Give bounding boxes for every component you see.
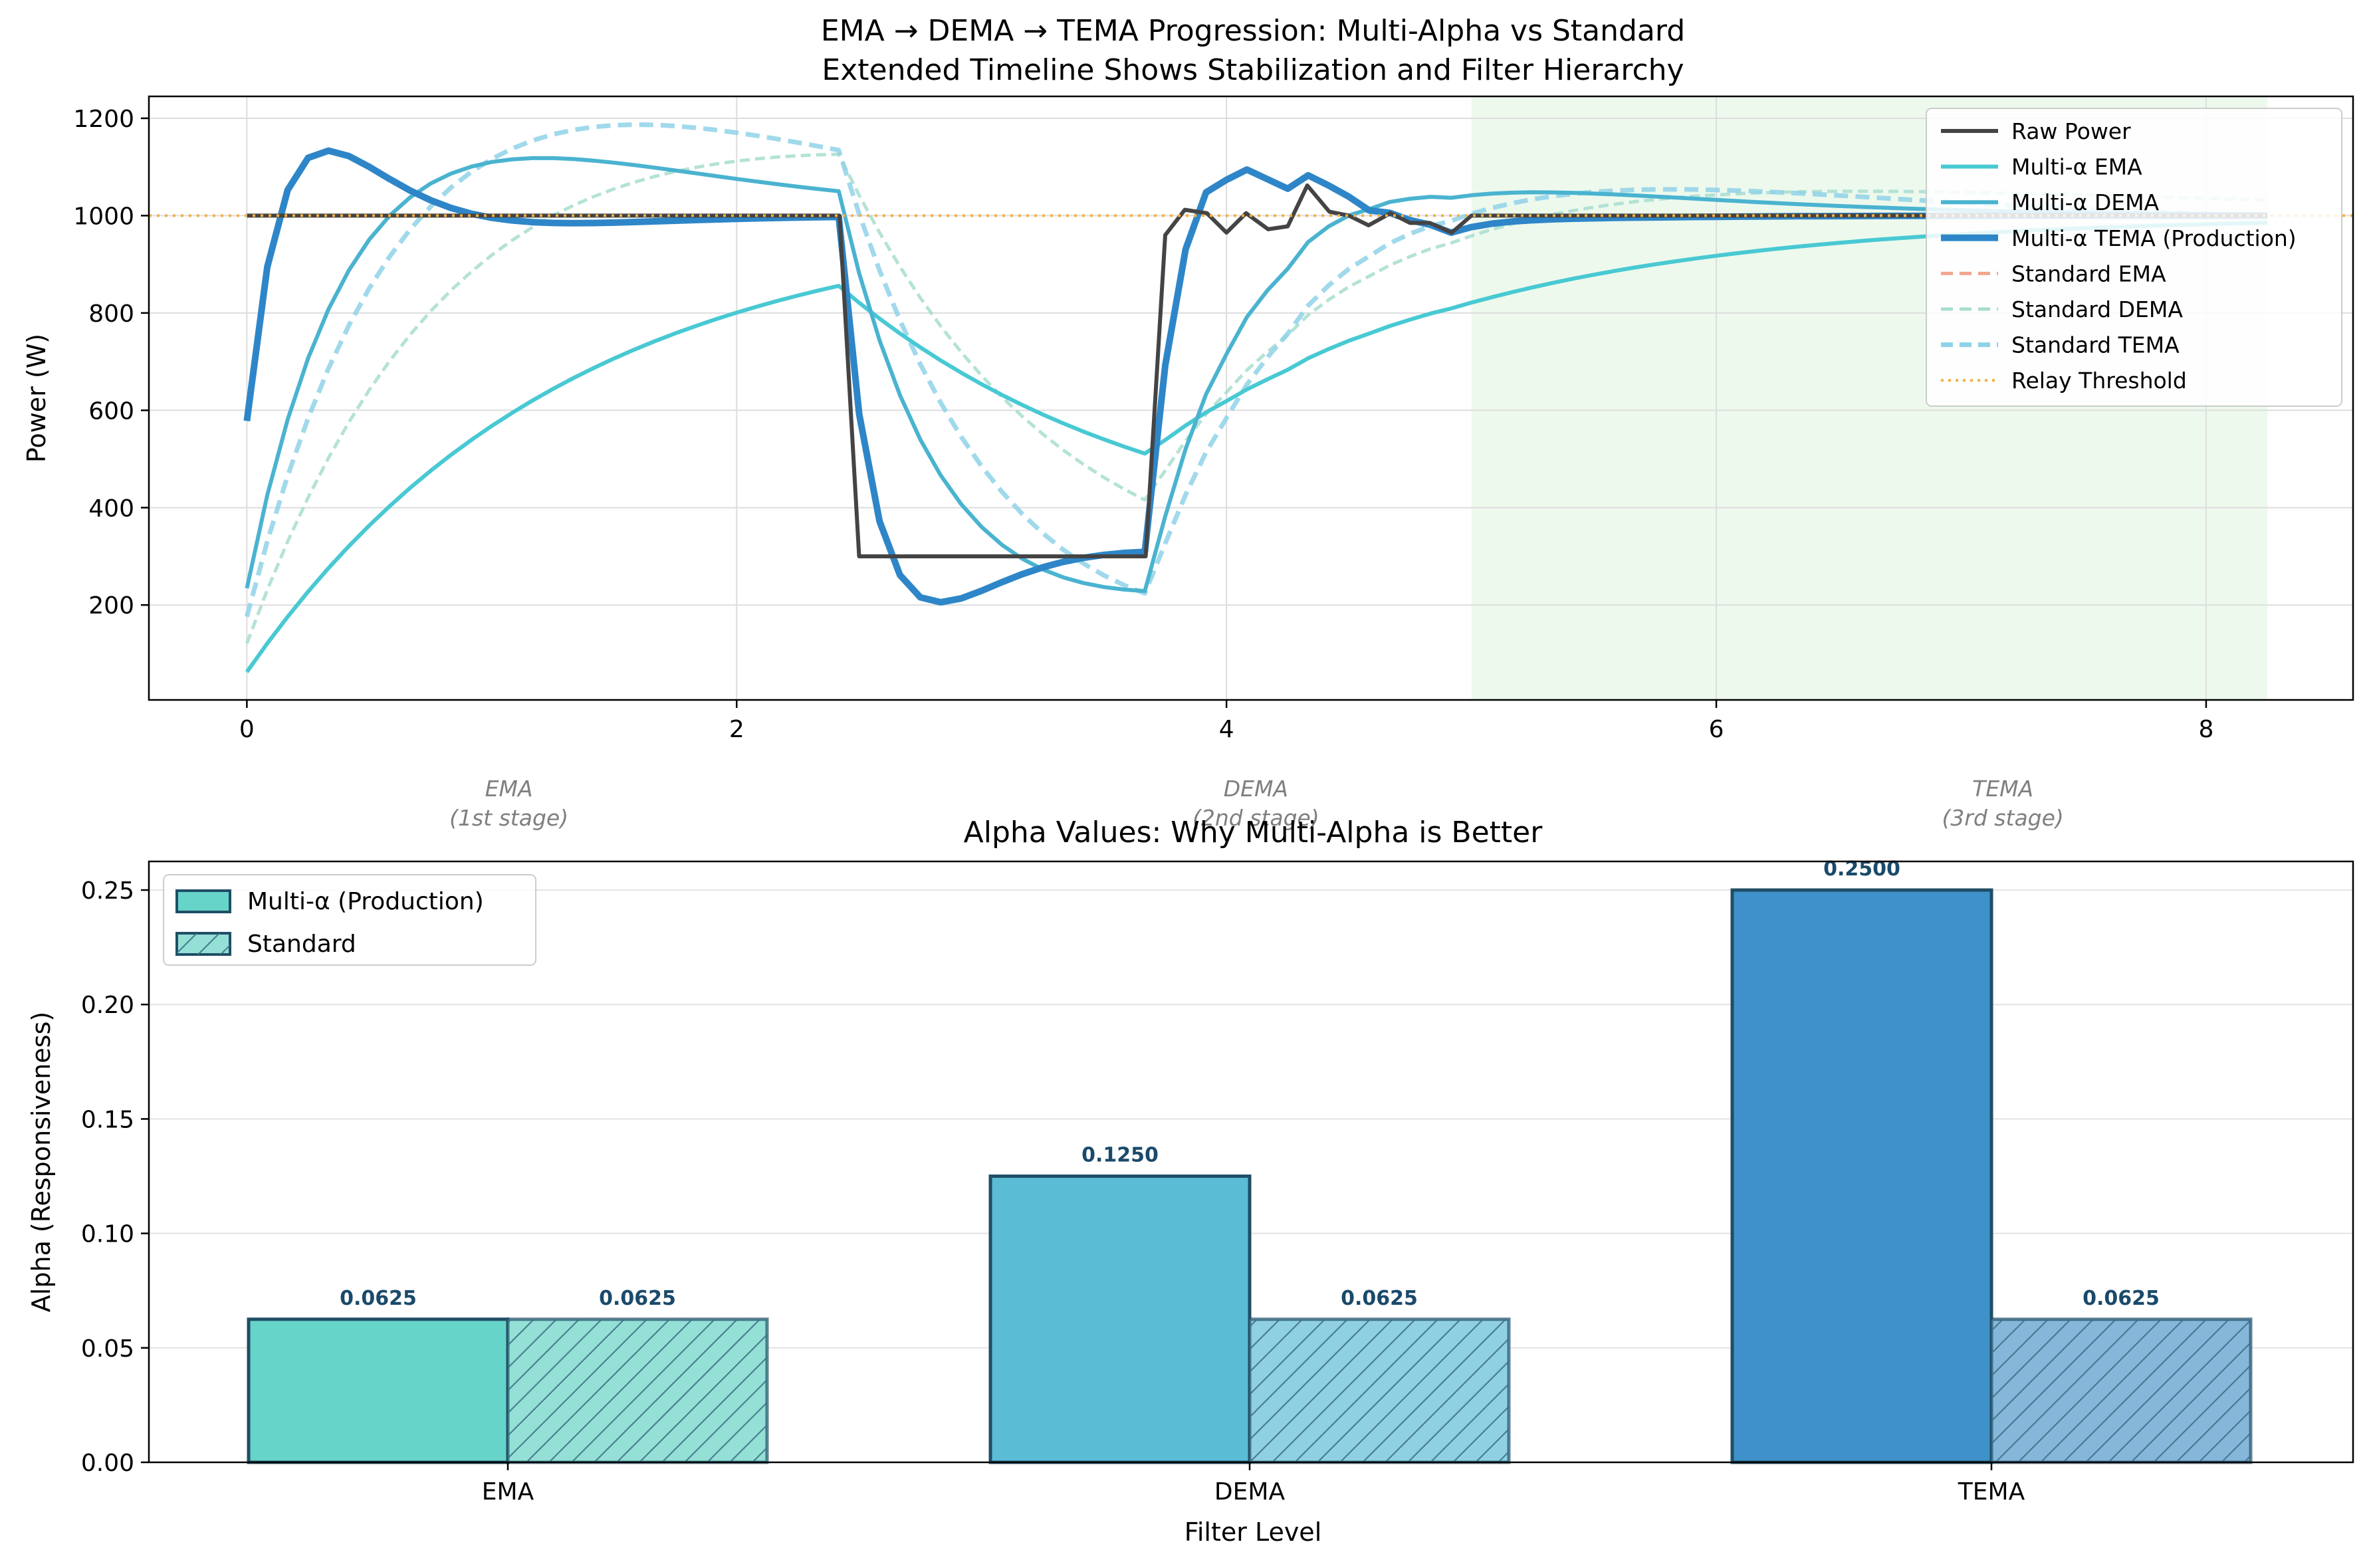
x-tick-label: 0 <box>239 716 255 743</box>
bar-tema-multi-alpha <box>1730 888 1993 1464</box>
legend-box <box>1926 108 2342 407</box>
series-raw-power <box>247 183 2267 558</box>
legend-box <box>163 874 536 966</box>
y-tick-label: 1000 <box>73 203 134 230</box>
bar-dema-multi-alpha <box>988 1175 1252 1464</box>
stage-label-sub: (1st stage) <box>449 805 568 831</box>
x-tick-label: 8 <box>2198 716 2213 743</box>
x-tick-label: DEMA <box>1214 1478 1286 1506</box>
bar-value-label: 0.0625 <box>599 1287 676 1310</box>
chart-2-y-axis-label: Alpha (Responsiveness) <box>27 1012 56 1312</box>
stage-labels: EMA (1st stage) DEMA (2nd stage) TEMA (3rd st… <box>449 776 2064 831</box>
stage-label: TEMA <box>1972 776 2033 802</box>
y-tick-label: 1200 <box>73 106 134 133</box>
legend-label: Standard EMA <box>2011 261 2166 286</box>
bar-hatch <box>1250 1319 1509 1462</box>
bar-hatch <box>508 1319 767 1462</box>
legend-swatch-hatch <box>177 933 230 954</box>
legend-label: Standard <box>247 931 356 958</box>
legend-label: Raw Power <box>2011 118 2131 144</box>
x-tick-label: EMA <box>482 1478 534 1506</box>
stage-label-sub: (2nd stage) <box>1192 805 1319 831</box>
x-tick-label: 6 <box>1709 716 1724 743</box>
legend-swatch <box>175 889 231 913</box>
y-tick-label: 0.05 <box>81 1335 134 1363</box>
chart-2-x-axis-label: Filter Level <box>1185 1517 1322 1547</box>
stage-label: DEMA <box>1224 776 1288 802</box>
legend-label: Multi-α DEMA <box>2011 189 2160 215</box>
x-tick-label: 4 <box>1219 716 1234 743</box>
chart-2-title: Alpha Values: Why Multi-Alpha is Better <box>964 816 1543 849</box>
y-tick-label: 0.00 <box>81 1450 134 1477</box>
x-tick-label: 2 <box>729 716 744 743</box>
y-tick-label: 0.10 <box>81 1221 134 1248</box>
chart-1-y-axis-label: Power (W) <box>22 334 51 463</box>
y-tick-label: 600 <box>88 397 134 425</box>
y-tick-label: 0.15 <box>81 1106 134 1133</box>
bar-value-label: 0.1250 <box>1081 1144 1159 1167</box>
chart-2-legend: Multi-α (Production) Standard <box>163 874 536 966</box>
chart-1-title-line-1: EMA → DEMA → TEMA Progression: Multi-Alp… <box>821 14 1685 48</box>
line-chart: EMA → DEMA → TEMA Progression: Multi-Alp… <box>22 14 2354 831</box>
stage-label: EMA <box>485 776 533 802</box>
chart-1-title-line-2: Extended Timeline Shows Stabilization an… <box>822 53 1684 87</box>
bar-value-label: 0.0625 <box>1341 1287 1418 1310</box>
series-standard-dema <box>245 152 2268 644</box>
x-tick-label: TEMA <box>1958 1478 2025 1506</box>
y-tick-label: 200 <box>88 592 134 619</box>
chart-1-legend: Raw Power Multi-α EMA Multi-α DEMA Multi-α … <box>1926 108 2342 407</box>
chart-1-axes: 0 2 4 6 8 200 400 600 800 1000 1200 <box>73 106 2213 743</box>
y-tick-label: 800 <box>88 300 134 328</box>
bar-hatch <box>1991 1319 2251 1462</box>
chart-2-axes: 0.00 0.05 0.10 0.15 0.20 0.25 EMA DEMA TEMA <box>81 877 2025 1506</box>
legend-label: Multi-α TEMA (Production) <box>2011 225 2297 251</box>
bar-chart: Alpha Values: Why Multi-Alpha is Better … <box>27 816 2354 1547</box>
y-tick-label: 0.25 <box>81 877 134 905</box>
stage-label-sub: (3rd stage) <box>1942 805 2063 831</box>
bar-value-label: 0.0625 <box>340 1287 417 1310</box>
legend-label: Multi-α EMA <box>2011 154 2142 180</box>
y-tick-label: 0.20 <box>81 992 134 1019</box>
legend-label: Relay Threshold <box>2011 368 2187 393</box>
legend-label: Standard DEMA <box>2011 296 2183 322</box>
bar-ema-multi-alpha <box>247 1317 510 1464</box>
chart-2-plot-frame <box>148 860 2354 1464</box>
y-tick-label: 400 <box>88 495 134 522</box>
chart-1-plot-frame <box>148 95 2354 701</box>
legend-label: Multi-α (Production) <box>247 888 484 915</box>
legend-label: Standard TEMA <box>2011 332 2180 358</box>
bar-value-label: 0.0625 <box>2083 1287 2160 1310</box>
